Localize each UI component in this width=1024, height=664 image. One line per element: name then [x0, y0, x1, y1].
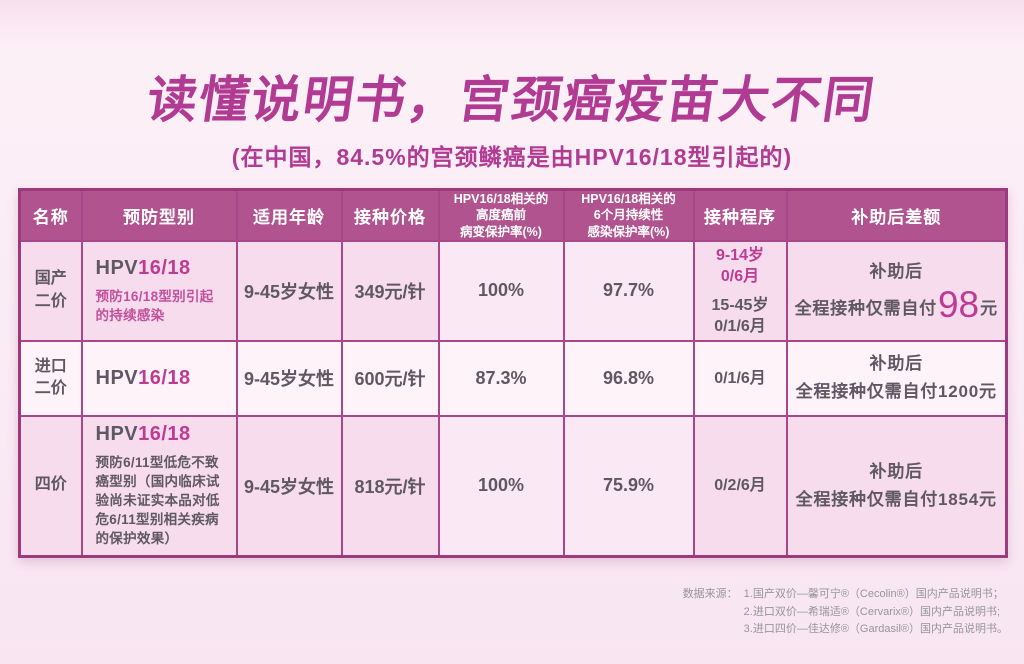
- schedule-cell: 0/2/6月: [692, 414, 788, 558]
- infection-protection-rate: 96.8%: [562, 339, 695, 417]
- prevention-types-cell: HPV16/18: [80, 339, 238, 417]
- lesion-protection-rate: 100%: [437, 414, 565, 558]
- page-title: 读懂说明书，宫颈癌疫苗大不同: [143, 72, 880, 128]
- vaccination-price: 349元/针: [340, 239, 440, 342]
- subsidy-unit: 元: [980, 299, 998, 319]
- data-sources: 数据来源： 1.国产双价—馨可宁®（Cecolin®）国内产品说明书； 2.进口…: [683, 586, 1008, 639]
- col-header-lesion-protection: HPV16/18相关的 高度癌前 病变保护率(%): [437, 188, 565, 242]
- data-source-item: 1.国产双价—馨可宁®（Cecolin®）国内产品说明书；: [743, 588, 1004, 600]
- data-sources-label: 数据来源：: [682, 588, 738, 600]
- lesion-protection-rate: 87.3%: [437, 339, 565, 417]
- col-header-age: 适用年龄: [235, 188, 343, 242]
- prevention-note: 预防16/18型别引起 的持续感染: [95, 288, 214, 323]
- vaccine-name: 国产 二价: [18, 239, 83, 342]
- table-row-quadrivalent: 四价 HPV16/18 预防6/11型低危不致 癌型别（国内临床试 验尚未证实本…: [18, 414, 1008, 558]
- hpv-type-numbers: 16/18: [138, 422, 191, 445]
- hpv-type-prefix: HPV: [95, 366, 139, 389]
- subsidy-line2: 全程接种仅需自付98元: [789, 284, 1005, 326]
- hpv-type-label: HPV16/18: [96, 367, 226, 390]
- schedule-cell: 0/1/6月: [692, 339, 788, 417]
- table-header-row: 名称 预防型别 适用年龄 接种价格 HPV16/18相关的 高度癌前 病变保护率…: [18, 188, 1008, 242]
- col-header-schedule: 接种程序: [692, 188, 788, 242]
- col-header-name: 名称: [18, 188, 83, 242]
- prevention-types-cell: HPV16/18 预防16/18型别引起 的持续感染: [80, 239, 238, 342]
- subsidy-cell: 补助后 全程接种仅需自付98元: [785, 239, 1008, 342]
- subsidy-amount: 98: [937, 284, 980, 326]
- infection-protection-rate: 97.7%: [562, 239, 695, 342]
- subsidy-cell: 补助后 全程接种仅需自付1854元: [785, 414, 1008, 558]
- col-header-types: 预防型别: [80, 188, 238, 242]
- hpv-type-prefix: HPV: [95, 422, 139, 445]
- vaccine-name: 四价: [18, 414, 83, 558]
- schedule-young: 9-14岁 0/6月: [715, 246, 765, 285]
- infection-protection-rate: 75.9%: [562, 414, 695, 558]
- table-row-imported-bivalent: 进口 二价 HPV16/18 9-45岁女性 600元/针 87.3% 96.8…: [18, 339, 1008, 417]
- prevention-types-cell: HPV16/18 预防6/11型低危不致 癌型别（国内临床试 验尚未证实本品对低…: [80, 414, 238, 558]
- subsidy-line2: 全程接种仅需自付1854元: [795, 489, 997, 509]
- col-header-price: 接种价格: [340, 188, 440, 242]
- prevention-note: 预防6/11型低危不致 癌型别（国内临床试 验尚未证实本品对低 危6/11型别相…: [95, 454, 220, 547]
- subsidy-line1: 补助后: [869, 262, 923, 282]
- hpv-type-label: HPV16/18: [96, 423, 226, 446]
- hpv-type-prefix: HPV: [95, 256, 139, 279]
- page-subtitle: (在中国，84.5%的宫颈鳞癌是由HPV16/18型引起的): [231, 144, 793, 170]
- vaccination-price: 600元/针: [340, 339, 440, 417]
- data-sources-list: 1.国产双价—馨可宁®（Cecolin®）国内产品说明书； 2.进口双价—希瑞适…: [744, 586, 1008, 639]
- lesion-protection-rate: 100%: [437, 239, 565, 342]
- applicable-age: 9-45岁女性: [235, 339, 343, 417]
- hpv-type-numbers: 16/18: [138, 366, 191, 389]
- subsidy-prefix: 全程接种仅需自付: [794, 299, 937, 319]
- hpv-type-label: HPV16/18: [96, 257, 226, 280]
- vaccine-comparison-table: 名称 预防型别 适用年龄 接种价格 HPV16/18相关的 高度癌前 病变保护率…: [18, 188, 1008, 558]
- subsidy-line1: 补助后: [869, 354, 923, 374]
- data-source-item: 2.进口双价—希瑞适®（Cervarix®）国内产品说明书;: [743, 605, 1001, 618]
- subsidy-line1: 补助后: [869, 461, 923, 481]
- schedule-adult: 15-45岁 0/1/6月: [711, 296, 769, 335]
- vaccine-name: 进口 二价: [18, 339, 83, 417]
- table-row-domestic-bivalent: 国产 二价 HPV16/18 预防16/18型别引起 的持续感染 9-45岁女性…: [18, 239, 1008, 342]
- col-header-infection-protection: HPV16/18相关的 6个月持续性 感染保护率(%): [562, 188, 695, 242]
- vaccination-price: 818元/针: [340, 414, 440, 558]
- applicable-age: 9-45岁女性: [235, 239, 343, 342]
- col-header-subsidy: 补助后差额: [785, 188, 1008, 242]
- hpv-type-numbers: 16/18: [138, 256, 191, 279]
- subsidy-cell: 补助后 全程接种仅需自付1200元: [785, 339, 1008, 417]
- data-source-item: 3.进口四价—佳达修®（Gardasil®）国内产品说明书。: [743, 623, 1008, 636]
- schedule-cell: 9-14岁 0/6月 15-45岁 0/1/6月: [692, 239, 788, 342]
- applicable-age: 9-45岁女性: [235, 414, 343, 558]
- subsidy-line2: 全程接种仅需自付1200元: [795, 382, 997, 402]
